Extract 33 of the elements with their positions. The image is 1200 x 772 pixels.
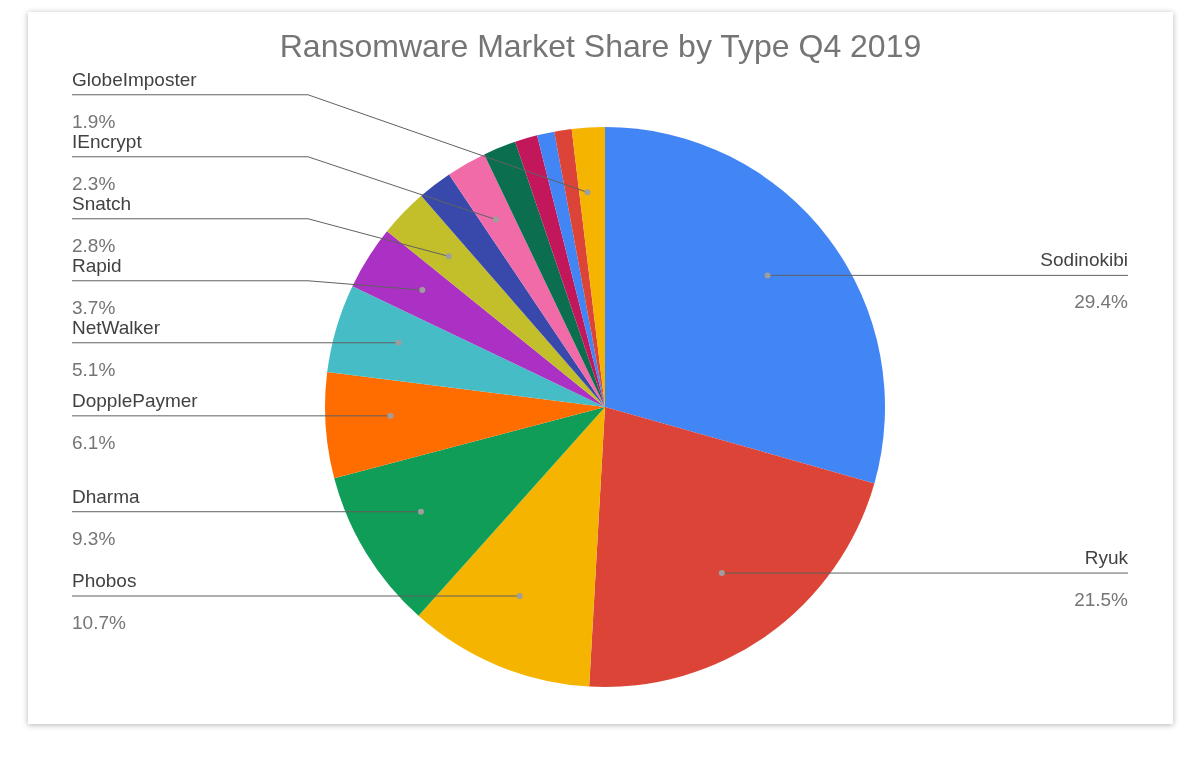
data-label: 9.3% (72, 527, 116, 549)
slice-label: Snatch (72, 192, 132, 214)
slice-label: Sodinokibi (1040, 249, 1128, 271)
pie-slice (589, 407, 875, 687)
data-label: 1.9% (72, 110, 116, 132)
data-label: 3.7% (72, 296, 116, 318)
slice-label: IEncrypt (72, 130, 143, 152)
data-label: 5.1% (72, 358, 116, 380)
data-label: 6.1% (72, 431, 116, 453)
pie-slice (421, 174, 605, 407)
slice-label: Rapid (72, 254, 122, 276)
chart-title: Ransomware Market Share by Type Q4 2019 (278, 28, 923, 65)
pie-slice (418, 407, 605, 687)
slice-label: Phobos (72, 570, 137, 592)
pie-slice (352, 231, 605, 407)
pie-slice (334, 407, 605, 616)
slice-label: Dharma (72, 485, 141, 507)
data-label: 2.8% (72, 234, 116, 256)
data-label: 10.7% (72, 612, 126, 634)
pie-slice (449, 154, 605, 407)
pie-slice (515, 135, 605, 407)
slice-label: NetWalker (72, 316, 161, 338)
pie-slice (327, 286, 605, 407)
pie-slice (484, 141, 605, 407)
pie-slice (554, 128, 605, 407)
data-label: 21.5% (1074, 589, 1129, 611)
data-label: 2.3% (72, 172, 116, 194)
pie-slice (325, 371, 605, 479)
pie-slice (387, 195, 605, 407)
slice-label: Ryuk (1084, 547, 1129, 569)
data-label: 29.4% (1074, 291, 1129, 313)
slice-label: GlobeImposter (72, 68, 198, 90)
slice-label: DopplePaymer (72, 389, 199, 411)
